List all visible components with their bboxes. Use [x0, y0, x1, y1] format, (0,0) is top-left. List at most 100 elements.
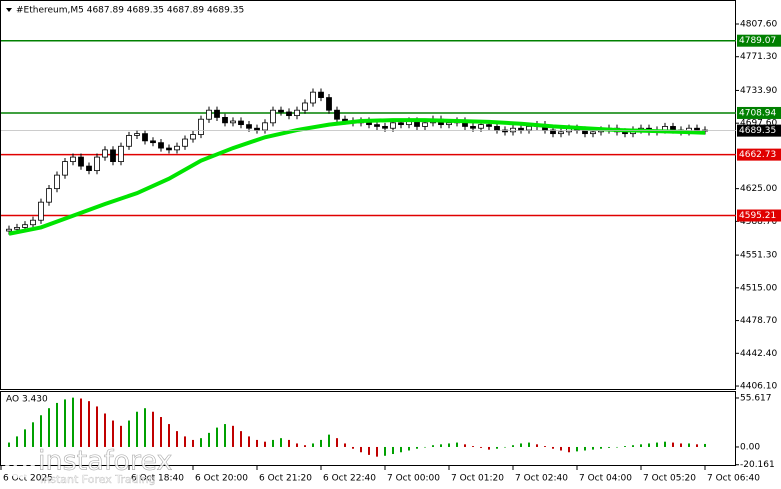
- x-tick-label: 6 Oct 21:20: [259, 474, 312, 484]
- y-tick-label: 4733.90: [740, 86, 777, 96]
- candle-body: [38, 201, 44, 221]
- ao-bar: [144, 408, 146, 447]
- ao-bar: [248, 436, 250, 447]
- y-tick-label: 4406.10: [740, 382, 777, 392]
- candle-body: [102, 149, 108, 158]
- ao-bar: [320, 439, 322, 447]
- ao-bar: [112, 420, 114, 447]
- candle-body: [694, 127, 700, 131]
- ao-bar: [240, 431, 242, 447]
- candle-body: [270, 109, 276, 124]
- y-tick-label: 4442.40: [740, 349, 777, 359]
- ao-bar: [448, 443, 450, 447]
- ao-bar: [424, 446, 426, 448]
- candle-body: [422, 122, 428, 127]
- candle-body: [326, 97, 332, 111]
- ao-bar: [88, 401, 90, 447]
- ao-bar: [616, 446, 618, 448]
- y-tick-label: 4515.00: [740, 283, 777, 293]
- ao-bar: [48, 408, 50, 447]
- candle-body: [230, 120, 236, 124]
- ao-bar: [184, 436, 186, 447]
- candle-body: [6, 228, 12, 232]
- ao-bar: [560, 446, 562, 451]
- ao-bar: [208, 432, 210, 447]
- candle-body: [478, 124, 484, 129]
- ao-bar: [128, 420, 130, 447]
- candle-body: [182, 138, 188, 147]
- candle-body: [238, 120, 244, 126]
- ao-bar: [656, 442, 658, 447]
- ao-bar: [72, 397, 74, 447]
- level-label-bg: [737, 148, 781, 161]
- ao-bar: [632, 445, 634, 447]
- ao-bar: [120, 425, 122, 447]
- level-label: 4662.73: [739, 150, 776, 160]
- candle-body: [446, 122, 452, 126]
- ao-bar: [16, 436, 18, 447]
- candle-body: [206, 109, 212, 120]
- ao-bar: [488, 446, 490, 450]
- ao-bar: [536, 444, 538, 447]
- level-label: 4708.94: [739, 108, 776, 118]
- candle-body: [174, 145, 180, 151]
- ao-bar: [136, 411, 138, 447]
- ao-bar: [512, 445, 514, 447]
- candle-body: [382, 126, 388, 129]
- ao-bar: [296, 443, 298, 447]
- tagline: Instant Forex Trading: [40, 473, 156, 486]
- x-tick-label: 7 Oct 05:20: [643, 474, 696, 484]
- ao-bar: [528, 442, 530, 447]
- level-label: 4789.07: [739, 36, 776, 46]
- ao-bar: [592, 446, 594, 450]
- ao-bar: [200, 438, 202, 447]
- candle-body: [70, 156, 76, 162]
- ao-bar: [416, 446, 418, 449]
- y-tick-label: 4625.00: [740, 184, 777, 194]
- ao-bar: [544, 446, 546, 447]
- ao-bar: [264, 441, 266, 447]
- ao-bar: [192, 439, 194, 447]
- candle-body: [558, 131, 564, 135]
- ao-bar: [328, 434, 330, 447]
- ao-bar: [568, 446, 570, 453]
- ao-bar: [368, 446, 370, 455]
- ao-bar: [464, 444, 466, 447]
- candle-body: [150, 140, 156, 144]
- x-tick-label: 7 Oct 04:00: [579, 474, 632, 484]
- ao-bar: [408, 446, 410, 451]
- candle-body: [86, 165, 92, 172]
- x-tick-label: 7 Oct 00:00: [387, 474, 440, 484]
- candle-body: [518, 127, 524, 131]
- candle-body: [46, 188, 52, 203]
- candle-body: [398, 122, 404, 126]
- ao-bar: [664, 441, 666, 447]
- candle-body: [126, 135, 132, 147]
- candle-body: [550, 129, 556, 135]
- candle-body: [166, 147, 172, 151]
- ao-bar: [304, 445, 306, 447]
- ao-bar: [216, 427, 218, 447]
- ao-bar: [352, 446, 354, 449]
- candle-body: [78, 156, 84, 167]
- ao-bar: [8, 442, 10, 447]
- ao-bar: [584, 446, 586, 451]
- candle-body: [190, 134, 196, 140]
- candle-body: [262, 122, 268, 131]
- ao-bar: [256, 439, 258, 447]
- ao-bar: [440, 444, 442, 447]
- candle-body: [246, 124, 252, 129]
- ao-bar: [496, 446, 498, 449]
- candle-body: [526, 126, 532, 131]
- x-tick-label: 7 Oct 06:40: [707, 474, 760, 484]
- level-label-bg: [737, 209, 781, 222]
- candle-body: [54, 174, 60, 190]
- ao-bar: [232, 425, 234, 447]
- y-tick-label: -20.161: [740, 460, 775, 470]
- candle-body: [14, 227, 20, 230]
- chart-title: #Ethereum,M5 4687.89 4689.35 4687.89 468…: [16, 6, 244, 16]
- y-tick-label: 4771.30: [740, 52, 777, 62]
- ao-bar: [608, 446, 610, 448]
- x-tick-label: 6 Oct 22:40: [323, 474, 376, 484]
- candle-body: [158, 142, 164, 149]
